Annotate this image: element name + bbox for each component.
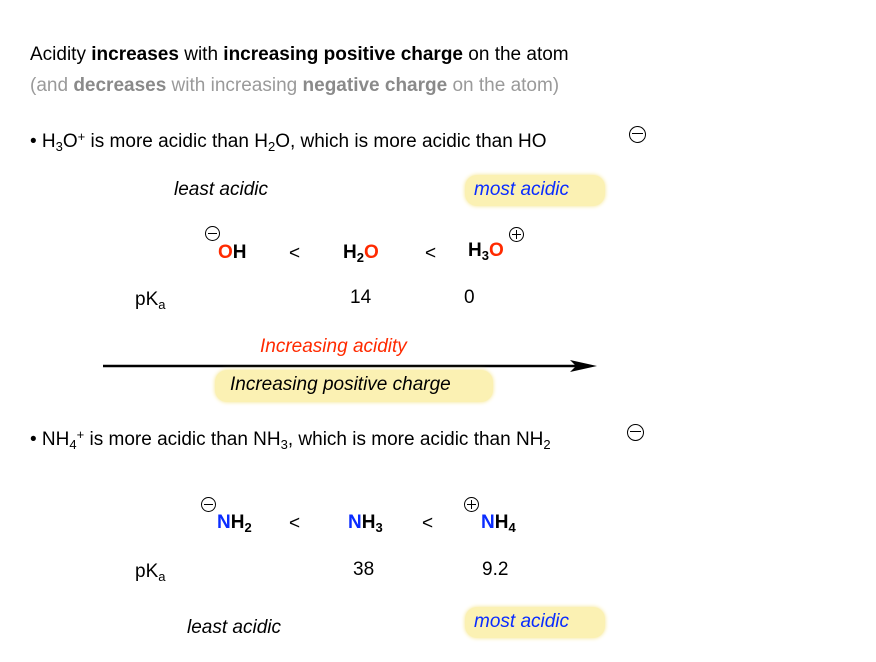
- most-acidic-label: most acidic: [474, 611, 570, 632]
- ammonium: NH4: [481, 512, 516, 535]
- most-acidic-highlight: [465, 175, 605, 206]
- less-than: <: [425, 243, 437, 264]
- pka-water: 14: [350, 287, 372, 308]
- pka-label: pKa: [135, 561, 166, 584]
- pka-label: pKa: [135, 289, 166, 312]
- bullet-nitrogen: • NH4+ is more acidic than NH3, which is…: [30, 427, 551, 452]
- pka-hydronium: 0: [464, 287, 475, 308]
- increasing-positive-charge-label: Increasing positive charge: [230, 374, 451, 395]
- hydronium: H3O: [468, 240, 504, 263]
- negative-charge-icon: [201, 497, 216, 512]
- amide: NH2: [217, 512, 252, 535]
- negative-charge-icon: [205, 226, 220, 241]
- bullet-oxygen: • H3O+ is more acidic than H2O, which is…: [30, 129, 547, 154]
- least-acidic-label: least acidic: [174, 179, 268, 200]
- arrow-icon: [103, 360, 597, 372]
- pka-ammonia: 38: [353, 559, 375, 580]
- positive-charge-highlight: [215, 370, 493, 402]
- negative-charge-icon: [629, 126, 646, 143]
- increasing-acidity-label: Increasing acidity: [260, 336, 407, 357]
- less-than: <: [289, 243, 301, 264]
- positive-charge-icon: [509, 227, 524, 242]
- water: H2O: [343, 242, 379, 265]
- heading-line-1: Acidity increases with increasing positi…: [30, 44, 569, 65]
- most-acidic-label: most acidic: [474, 179, 570, 200]
- negative-charge-icon: [627, 424, 644, 441]
- least-acidic-label: least acidic: [187, 617, 281, 638]
- ammonia: NH3: [348, 512, 383, 535]
- most-acidic-highlight: [465, 607, 605, 638]
- hydroxide: OH: [218, 242, 247, 263]
- positive-charge-icon: [464, 497, 479, 512]
- heading-line-2: (and decreases with increasing negative …: [30, 75, 560, 96]
- less-than: <: [422, 513, 434, 534]
- pka-ammonium: 9.2: [482, 559, 509, 580]
- less-than: <: [289, 513, 301, 534]
